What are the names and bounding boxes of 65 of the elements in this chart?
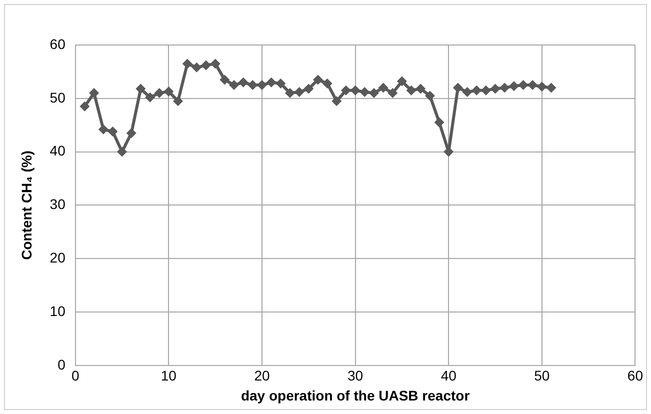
point <box>518 80 528 90</box>
point <box>192 62 202 72</box>
point <box>396 76 407 86</box>
point <box>388 88 398 98</box>
x-axis-title: day operation of the UASB reactor <box>240 387 470 404</box>
point <box>228 80 239 90</box>
point <box>173 96 184 106</box>
point <box>164 86 174 96</box>
point <box>528 80 538 90</box>
point <box>210 58 220 69</box>
x-tick-label: 10 <box>160 368 177 384</box>
point <box>480 85 491 96</box>
point <box>248 80 258 90</box>
point <box>304 84 314 94</box>
y-tick-label: 60 <box>50 36 66 52</box>
point <box>462 86 472 97</box>
point <box>500 82 510 93</box>
point <box>368 88 379 98</box>
point <box>266 77 276 88</box>
point <box>126 128 136 138</box>
point <box>284 88 295 98</box>
x-tick-label: 50 <box>534 368 550 384</box>
point <box>238 77 248 88</box>
point <box>182 58 192 69</box>
point <box>332 96 342 106</box>
point <box>89 88 100 98</box>
point <box>322 78 332 88</box>
point <box>424 90 435 101</box>
point <box>434 117 444 128</box>
x-tick-label: 60 <box>627 368 644 384</box>
point <box>294 86 304 97</box>
point <box>80 101 90 112</box>
y-tick-label: 50 <box>50 89 66 106</box>
point <box>220 74 230 85</box>
point <box>536 82 547 92</box>
point <box>340 85 351 96</box>
point <box>117 146 128 157</box>
point <box>490 84 500 94</box>
y-tick-label: 20 <box>50 249 66 266</box>
point <box>416 84 426 94</box>
point <box>350 85 360 96</box>
point <box>360 86 370 97</box>
x-tick-label: 20 <box>254 368 270 384</box>
x-tick-label: 30 <box>348 368 364 384</box>
y-tick-label: 0 <box>58 356 66 372</box>
point <box>508 81 519 92</box>
point <box>406 85 416 96</box>
point <box>154 88 164 98</box>
point <box>136 84 146 94</box>
y-axis-title: Content CH₄ (%) <box>18 150 34 260</box>
x-tick-label: 40 <box>440 368 457 384</box>
point <box>546 82 556 93</box>
y-tick-label: 30 <box>50 196 66 212</box>
point <box>98 124 108 134</box>
y-tick-label: 40 <box>50 142 66 159</box>
point <box>472 85 482 96</box>
point <box>145 92 156 102</box>
point <box>452 82 463 93</box>
y-tick-label: 10 <box>50 302 66 319</box>
point <box>108 126 118 137</box>
point <box>378 82 388 93</box>
point <box>201 60 211 70</box>
point <box>276 78 286 88</box>
x-tick-label: 0 <box>71 368 80 384</box>
point <box>312 74 323 85</box>
